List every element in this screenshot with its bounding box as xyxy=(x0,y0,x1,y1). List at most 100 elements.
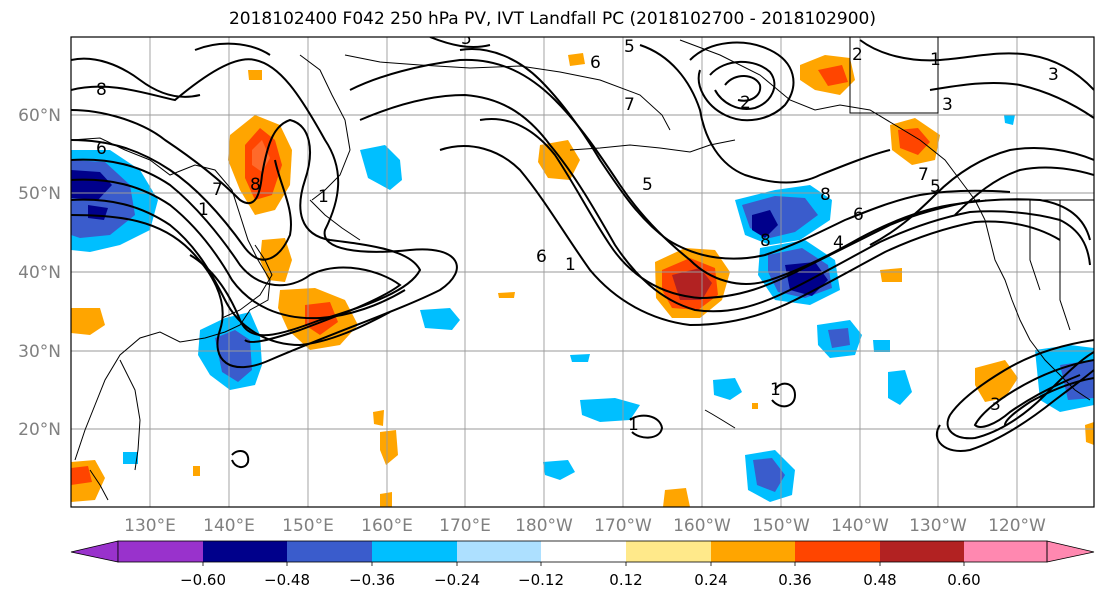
alaska-coast xyxy=(679,39,986,221)
colorbar-tick-label: −0.48 xyxy=(264,571,310,589)
lon-label: 150°E xyxy=(282,516,334,536)
contour-line xyxy=(429,37,491,48)
contour-line xyxy=(973,359,1094,428)
contour-label: 5 xyxy=(624,37,635,57)
colorbar-segment xyxy=(457,541,541,562)
anomaly-blob xyxy=(713,378,742,400)
lon-label: 120°W xyxy=(988,516,1046,536)
contour-line xyxy=(359,93,1091,313)
longitude-labels: 130°E 140°E 150°E 160°E 170°E 180°W 170°… xyxy=(124,516,1046,536)
lon-label: 140°W xyxy=(831,516,889,536)
latitude-labels: 60°N 50°N 40°N 30°N 20°N xyxy=(18,106,61,440)
contour-label: 8 xyxy=(820,185,831,205)
contour-label: 3 xyxy=(1048,65,1059,85)
colorbar-tick-label: −0.24 xyxy=(434,571,480,589)
contour-label: 4 xyxy=(833,233,844,253)
colorbar-segment xyxy=(287,541,372,562)
anomaly-blob xyxy=(193,466,200,476)
colorbar-tick-label: 0.60 xyxy=(947,571,980,589)
contour-line xyxy=(639,44,891,184)
lon-label: 170°W xyxy=(594,516,652,536)
colorbar-segment xyxy=(880,541,964,562)
contour-line xyxy=(231,449,250,468)
contour-label-group: 8 6 5 6 7 1 8 1 5 6 8 2 2 1 3 3 7 5 6 8 … xyxy=(96,29,1059,435)
contour-line xyxy=(859,39,1094,91)
contour-label: 1 xyxy=(628,415,639,435)
contour-line xyxy=(689,41,795,122)
anomaly-blob xyxy=(888,370,912,405)
contour-label: 7 xyxy=(624,95,635,115)
colorbar-tick-label: 0.36 xyxy=(778,571,811,589)
contour-line xyxy=(194,42,271,56)
anomaly-blob xyxy=(568,53,585,66)
contour-label: 8 xyxy=(96,80,107,100)
anomaly-blob xyxy=(543,460,575,480)
kamchatka-coast xyxy=(299,54,351,201)
anomaly-blob xyxy=(818,65,848,86)
lat-label: 30°N xyxy=(18,342,61,362)
contour-label: 8 xyxy=(250,175,261,195)
hawaii-islands xyxy=(704,409,736,429)
contour-label: 1 xyxy=(770,380,781,400)
anomaly-blob xyxy=(1085,422,1094,445)
contour-line xyxy=(869,147,1094,246)
lon-label: 130°E xyxy=(124,516,176,536)
contour-label: 3 xyxy=(942,95,953,115)
contour-line xyxy=(71,139,292,261)
lon-label: 170°E xyxy=(439,516,491,536)
negative-pv-anomalies xyxy=(71,115,1094,502)
lat-label: 50°N xyxy=(18,184,61,204)
colorbar-segment xyxy=(795,541,880,562)
contour-label: 8 xyxy=(760,231,771,251)
colorbar-tick-label: −0.60 xyxy=(180,571,226,589)
contour-line xyxy=(439,145,1061,327)
colorbar-segment xyxy=(372,541,457,562)
contour-label: 7 xyxy=(212,180,223,200)
colorbar-tick-label: 0.48 xyxy=(863,571,896,589)
colorbar-segment xyxy=(711,541,795,562)
contour-line xyxy=(1004,377,1094,426)
contour-line xyxy=(935,369,1094,452)
anomaly-blob xyxy=(71,466,92,485)
anomaly-blob xyxy=(380,492,392,507)
lat-label: 20°N xyxy=(18,420,61,440)
lon-label: 140°E xyxy=(203,516,255,536)
contour-label: 5 xyxy=(461,29,472,49)
anomaly-blob xyxy=(1004,115,1015,125)
contour-line xyxy=(71,57,201,98)
anomaly-blob xyxy=(975,360,1018,402)
kuril-islands xyxy=(309,199,361,241)
contour-line xyxy=(71,158,402,343)
lon-label: 160°W xyxy=(673,516,731,536)
contour-line xyxy=(71,198,391,347)
colorbar-tick-label: −0.12 xyxy=(518,571,564,589)
contour-line xyxy=(71,58,458,369)
state-border xyxy=(1059,200,1071,331)
contour-line xyxy=(71,109,422,337)
map-title: 2018102400 F042 250 hPa PV, IVT Landfall… xyxy=(228,9,876,29)
contour-label: 5 xyxy=(930,177,941,197)
colorbar-tick-label: 0.24 xyxy=(694,571,727,589)
anomaly-blob xyxy=(663,488,690,507)
colorbar-segment xyxy=(626,541,711,562)
contour-label: 1 xyxy=(198,200,209,220)
colorbar-segment xyxy=(118,541,203,562)
lon-label: 150°W xyxy=(752,516,810,536)
colorbar-min-extension xyxy=(70,540,119,563)
colorbar-segment xyxy=(541,541,626,562)
ivt-contours xyxy=(71,37,1094,468)
anomaly-blob xyxy=(753,458,785,492)
anomaly-blob xyxy=(71,308,105,335)
contour-label: 5 xyxy=(642,175,653,195)
anomaly-blob xyxy=(215,330,252,382)
contour-label: 7 xyxy=(918,165,929,185)
anomaly-blob xyxy=(123,452,138,464)
contour-label: 6 xyxy=(96,139,107,159)
anomaly-blob xyxy=(752,210,778,238)
lat-label: 60°N xyxy=(18,106,61,126)
contour-line xyxy=(709,60,776,110)
china-coast xyxy=(119,359,141,471)
anomaly-blob xyxy=(873,340,890,352)
contour-label: 2 xyxy=(852,45,863,65)
contour-line xyxy=(349,58,1091,285)
